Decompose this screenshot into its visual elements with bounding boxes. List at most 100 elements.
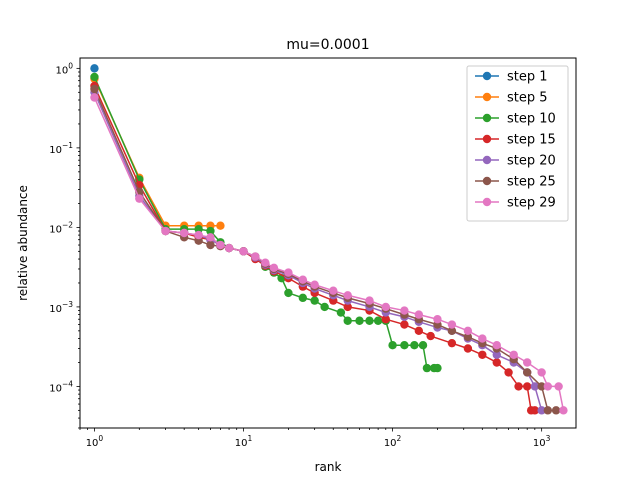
plot-frame	[79, 57, 577, 429]
data-point	[509, 350, 518, 359]
data-point	[537, 368, 546, 377]
y-tick-label: 10−3	[49, 300, 73, 315]
data-point	[463, 332, 473, 342]
data-point	[523, 368, 532, 377]
data-point	[537, 406, 546, 415]
data-point	[298, 275, 308, 284]
data-point	[400, 320, 409, 329]
data-point	[414, 326, 424, 336]
chart-title: mu=0.0001	[286, 37, 369, 53]
data-point	[551, 406, 561, 415]
data-point	[400, 306, 409, 315]
legend-label: step 10	[507, 112, 556, 127]
legend-item: step 5	[475, 91, 548, 106]
data-point	[216, 221, 225, 230]
data-point	[161, 226, 170, 236]
data-point	[90, 72, 99, 82]
data-point	[447, 326, 457, 336]
axes-layer	[79, 57, 577, 429]
data-point	[543, 382, 553, 391]
data-point	[355, 316, 364, 325]
data-point	[343, 302, 352, 312]
legend-item: step 25	[475, 175, 556, 190]
y-tick-label: 10−2	[49, 220, 73, 235]
data-point	[478, 350, 487, 359]
data-point	[343, 291, 352, 300]
data-point	[251, 252, 260, 261]
legend-marker	[482, 134, 492, 144]
legend-marker	[482, 155, 492, 165]
series-layer	[90, 64, 568, 415]
data-point	[463, 326, 473, 336]
data-point	[543, 406, 553, 415]
y-axis-label: relative abundance	[16, 185, 30, 301]
legend-item: step 15	[475, 133, 556, 148]
x-tick-label: 100	[86, 434, 104, 449]
data-point	[433, 363, 442, 373]
y-tick-label: 10−4	[49, 379, 73, 394]
data-point	[478, 334, 487, 343]
data-point	[336, 308, 346, 317]
data-point	[206, 240, 215, 250]
data-point	[554, 382, 563, 391]
data-point	[365, 296, 374, 305]
legend-label: step 15	[507, 133, 556, 148]
data-point	[194, 224, 203, 234]
data-point	[206, 233, 215, 242]
data-point	[239, 247, 248, 256]
data-point	[90, 93, 99, 102]
data-point	[310, 280, 319, 289]
data-point	[514, 382, 523, 391]
data-point	[530, 406, 540, 415]
data-point	[284, 288, 293, 298]
x-axis-label: rank	[315, 460, 342, 474]
data-point	[447, 320, 457, 329]
data-point	[492, 358, 501, 367]
data-point	[261, 258, 270, 267]
data-point	[343, 316, 352, 325]
data-point	[329, 286, 338, 295]
series-group	[90, 64, 568, 415]
data-point	[373, 316, 383, 325]
data-point	[194, 230, 203, 240]
data-point	[224, 243, 234, 253]
tick-layer: 100 101 102 103 10−4 10−3 10−2 10−1 100	[49, 61, 550, 449]
data-point	[284, 268, 293, 277]
data-point	[310, 296, 319, 305]
data-point	[492, 350, 501, 359]
legend-marker	[482, 176, 492, 186]
data-point	[559, 406, 568, 415]
legend: step 1 step 5 step 10 step 15 step 20 step 25…	[466, 65, 569, 222]
legend-label: step 20	[507, 154, 556, 169]
data-point	[422, 363, 432, 373]
x-tick-label: 101	[235, 434, 253, 449]
x-tick-label: 103	[533, 434, 551, 449]
data-point	[523, 382, 532, 391]
legend-item: step 1	[475, 70, 548, 85]
data-point	[433, 315, 442, 324]
legend-label: step 1	[507, 70, 548, 85]
data-point	[530, 382, 540, 391]
legend-item: step 29	[475, 196, 556, 211]
legend-item: step 20	[475, 154, 556, 169]
data-point	[90, 84, 99, 94]
data-point	[410, 340, 419, 350]
data-point	[492, 340, 501, 350]
data-point	[414, 310, 424, 319]
data-point	[206, 226, 215, 236]
legend-marker	[482, 92, 492, 102]
data-point	[179, 228, 189, 238]
data-point	[320, 302, 329, 312]
data-point	[537, 382, 546, 391]
legend-label: step 29	[507, 196, 556, 211]
legend-label: step 25	[507, 175, 556, 190]
series-step-29	[90, 93, 568, 415]
legend-label: step 5	[507, 91, 548, 106]
data-point	[381, 302, 390, 312]
data-point	[400, 340, 409, 350]
x-tick-label: 102	[384, 434, 402, 449]
data-point	[463, 344, 473, 353]
data-point	[90, 64, 99, 73]
data-point	[504, 368, 513, 377]
